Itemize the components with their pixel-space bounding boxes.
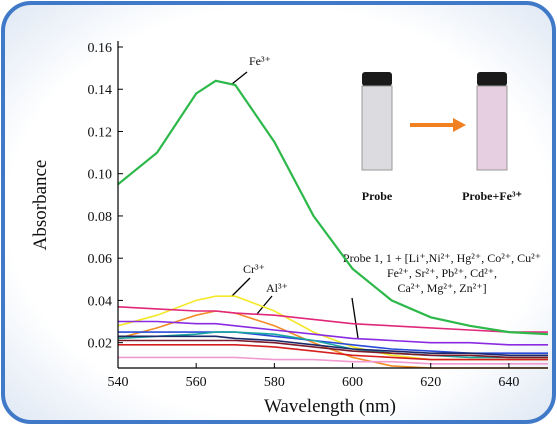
series-line [117,306,548,333]
y-tick-label: 0.08 [88,210,113,225]
series-line [117,331,548,359]
inset [361,72,508,171]
annotation: Al³⁺ [266,281,288,295]
x-tick-label: 560 [186,375,207,390]
annotation-arrows [231,71,359,339]
y-tick-label: 0.02 [88,337,113,352]
x-tick-label: 600 [342,375,363,390]
y-tick-label: 0.06 [88,252,113,267]
x-axis-title: Wavelength (nm) [264,396,396,417]
annotation: Cr³⁺ [243,262,265,276]
annotation: Fe²⁺, Sr²⁺, Pb²⁺, Cd²⁺, [387,266,497,280]
x-tick-label: 640 [498,375,519,390]
inset-label: Probe+Fe³⁺ [462,189,522,203]
series-line [118,320,548,346]
x-tick-label: 580 [264,375,285,390]
series-line [118,344,548,361]
series-line [118,339,548,359]
series-line [118,356,548,365]
x-tick-label: 620 [420,375,441,390]
inset-label: Probe [362,189,393,203]
y-axis-title: Absorbance [30,160,51,251]
y-tick-label: 0.10 [88,168,113,183]
annotation: Fe³⁺ [249,54,271,68]
y-tick-label: 0.14 [88,83,113,98]
series-line [118,335,548,357]
annotation: Ca²⁺, Mg²⁺, Zn²⁺] [397,281,486,295]
y-tick-label: 0.16 [88,41,113,56]
x-tick-label: 540 [108,375,129,390]
annotation: Probe 1, 1 + [Li⁺,Ni²⁺, Hg²⁺, Co²⁺, Cu²⁺ [343,251,541,265]
series-line [117,79,549,336]
y-tick-label: 0.12 [88,125,113,140]
y-tick-label: 0.04 [88,294,113,309]
